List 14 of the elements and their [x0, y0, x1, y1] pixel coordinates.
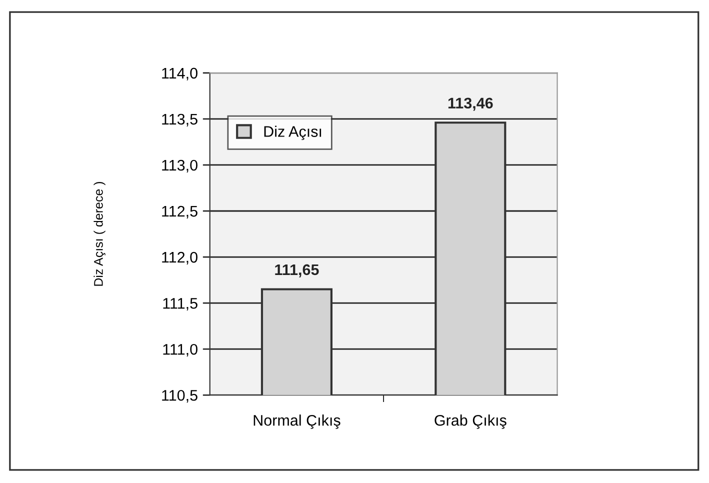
y-tick-label: 110,5 [162, 390, 198, 403]
y-tick-label: 113,0 [162, 160, 198, 172]
y-tick-label: 112,5 [162, 206, 198, 218]
y-tick-label: 114,0 [162, 68, 198, 80]
y-tick-label: 111,5 [163, 298, 198, 311]
text: 113,46 [448, 98, 493, 111]
text: 111,65 [275, 264, 319, 278]
legend-label: Diz Açısı [264, 126, 322, 140]
y-tick-label: 113,5 [162, 114, 198, 126]
y-tick-label: 112,0 [162, 252, 198, 265]
y-axis-title: Diz Açısı ( derece ) [94, 182, 106, 286]
y-tick-label: 111,0 [163, 344, 198, 357]
x-tick-label: Grab Çıkış [434, 414, 506, 429]
x-tick-label: Normal Çıkış [254, 414, 340, 429]
